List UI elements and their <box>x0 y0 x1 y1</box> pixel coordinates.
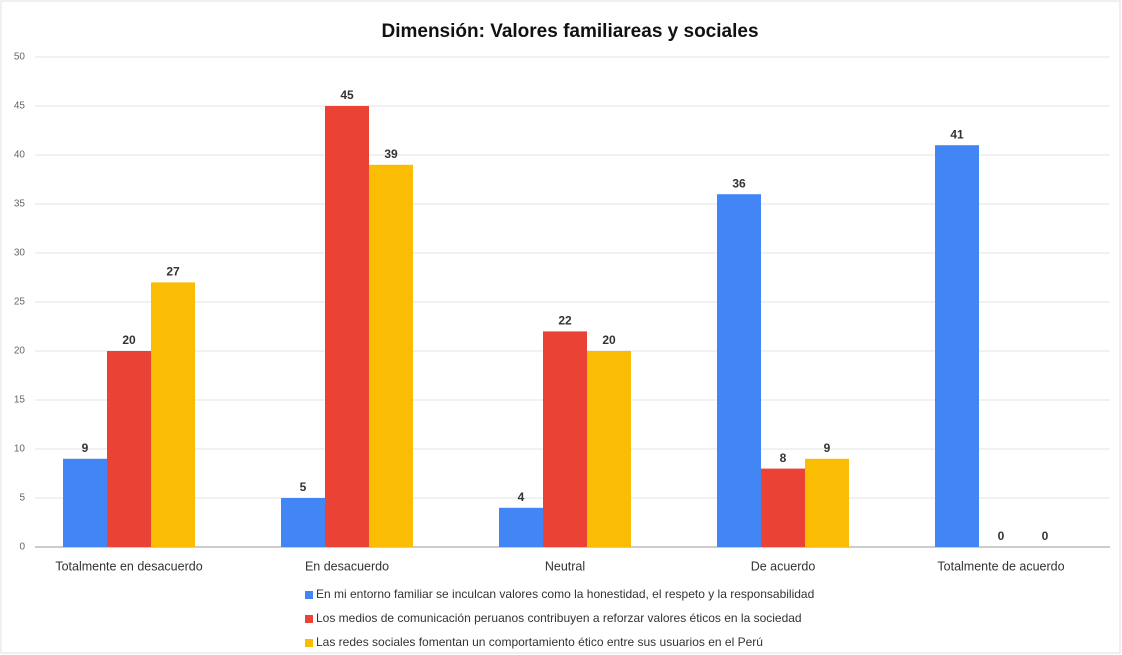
bar <box>499 507 543 547</box>
value-label: 22 <box>558 314 572 328</box>
x-tick-label: Totalmente de acuerdo <box>937 559 1064 573</box>
value-label: 45 <box>340 88 354 102</box>
value-label: 9 <box>82 441 89 455</box>
legend-label: En mi entorno familiar se inculcan valor… <box>316 587 814 601</box>
y-tick-label: 35 <box>14 199 26 210</box>
legend-swatch <box>305 639 313 647</box>
y-tick-label: 25 <box>14 297 26 308</box>
chart-title: Dimensión: Valores familiareas y sociale… <box>381 21 758 42</box>
bar <box>151 282 195 547</box>
x-tick-label: De acuerdo <box>751 559 816 573</box>
bar <box>935 145 979 547</box>
value-label: 0 <box>998 529 1005 543</box>
y-tick-label: 45 <box>14 101 26 112</box>
value-label: 20 <box>602 333 616 347</box>
bar <box>325 106 369 547</box>
bar <box>805 458 849 547</box>
y-tick-label: 10 <box>14 444 26 455</box>
y-tick-label: 20 <box>14 346 26 357</box>
value-label: 20 <box>122 333 136 347</box>
bar <box>717 194 761 547</box>
y-tick-label: 5 <box>19 493 25 504</box>
value-label: 41 <box>950 127 964 141</box>
value-label: 0 <box>1042 529 1049 543</box>
legend-swatch <box>305 591 313 599</box>
value-label: 9 <box>824 441 831 455</box>
value-label: 36 <box>732 176 746 190</box>
value-label: 39 <box>384 147 398 161</box>
bar <box>369 164 413 548</box>
bar <box>63 458 107 547</box>
value-label: 8 <box>780 451 787 465</box>
bar <box>587 351 631 547</box>
y-tick-label: 40 <box>14 150 26 161</box>
bar <box>107 351 151 547</box>
legend-swatch <box>305 615 313 623</box>
y-tick-label: 0 <box>19 542 25 553</box>
bar <box>543 331 587 547</box>
value-label: 27 <box>166 265 180 279</box>
y-tick-label: 50 <box>14 52 26 63</box>
value-label: 5 <box>300 480 307 494</box>
bar <box>761 468 805 547</box>
y-tick-label: 15 <box>14 395 26 406</box>
legend-label: Las redes sociales fomentan un comportam… <box>316 635 763 649</box>
x-tick-label: Neutral <box>545 559 585 573</box>
y-tick-label: 30 <box>14 248 26 259</box>
bar <box>281 498 325 547</box>
value-label: 4 <box>518 490 525 504</box>
legend-label: Los medios de comunicación peruanos cont… <box>316 611 802 625</box>
x-tick-label: Totalmente en desacuerdo <box>55 559 202 573</box>
x-tick-label: En desacuerdo <box>305 559 389 573</box>
